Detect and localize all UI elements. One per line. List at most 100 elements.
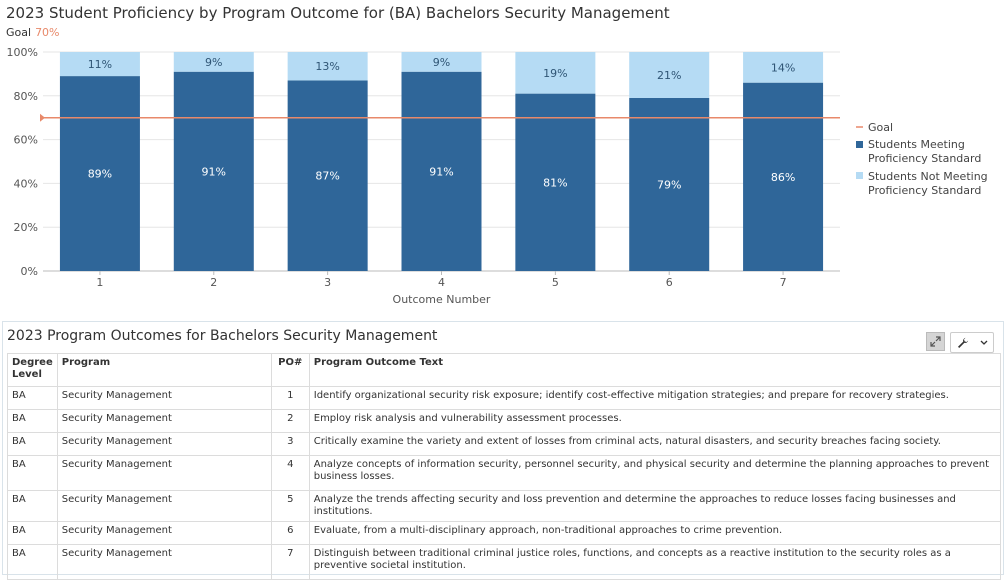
data-label-meeting: 81%: [543, 176, 567, 189]
x-tick-label: 1: [96, 276, 103, 289]
x-tick-label: 6: [666, 276, 673, 289]
table-row: BA Security Management 6 Evaluate, from …: [7, 521, 1002, 545]
bar-meeting: [287, 80, 368, 271]
cell-outcome-text: Evaluate, from a multi-disciplinary appr…: [308, 521, 1002, 545]
bar-meeting: [515, 93, 596, 271]
data-label-not-meeting: 9%: [205, 56, 222, 69]
x-axis-label: Outcome Number: [393, 293, 491, 306]
cell-degree: BA: [7, 432, 58, 456]
cell-outcome-text: Employ risk analysis and vulnerability a…: [308, 409, 1002, 433]
bar-meeting: [743, 82, 824, 271]
cell-program: Security Management: [56, 432, 272, 456]
x-tick-label: 4: [438, 276, 445, 289]
outcomes-table: Degree Level Program PO# Program Outcome …: [7, 353, 1002, 580]
header-degree-level[interactable]: Degree Level: [7, 353, 58, 387]
cell-program: Security Management: [56, 409, 272, 433]
x-tick-label: 7: [780, 276, 787, 289]
bar-not-meeting: [59, 52, 140, 77]
table-row: BA Security Management 3 Critically exam…: [7, 432, 1002, 456]
chart-title: 2023 Student Proficiency by Program Outc…: [6, 4, 670, 22]
data-label-not-meeting: 14%: [771, 61, 795, 74]
y-tick-label: 0%: [21, 265, 38, 278]
table-row: BA Security Management 7 Distinguish bet…: [7, 544, 1002, 580]
legend-not-meeting-label: Students Not Meeting: [868, 170, 988, 183]
y-tick-label: 40%: [14, 177, 38, 190]
goal-label-text: Goal: [6, 26, 32, 39]
y-tick-label: 100%: [7, 46, 38, 59]
data-label-meeting: 91%: [202, 165, 226, 178]
cell-outcome-text: Identify organizational security risk ex…: [308, 386, 1002, 410]
proficiency-chart: 0% 20% 40% 60% 80% 100% 89% 11% 1 91% 9% 2 87% 13% 3 91…: [7, 46, 988, 306]
cell-program: Security Management: [56, 490, 272, 522]
goal-marker: [40, 113, 45, 122]
table-title: 2023 Program Outcomes for Bachelors Secu…: [7, 328, 438, 344]
bar-not-meeting: [743, 52, 824, 83]
bar-not-meeting: [515, 52, 596, 94]
y-tick-label: 60%: [14, 134, 38, 147]
cell-po: 2: [270, 409, 310, 433]
legend-not-meeting-label-line2: Proficiency Standard: [868, 184, 981, 197]
data-label-meeting: 89%: [88, 168, 112, 181]
x-tick-label: 5: [552, 276, 559, 289]
bar-not-meeting: [401, 52, 482, 72]
x-tick-label: 2: [210, 276, 217, 289]
bar-meeting: [173, 71, 254, 272]
table-row: BA Security Management 1 Identify organi…: [7, 386, 1002, 410]
cell-po: 3: [270, 432, 310, 456]
cell-outcome-text: Analyze the trends affecting security an…: [308, 490, 1002, 522]
bar-not-meeting: [173, 52, 254, 72]
table-row: BA Security Management 5 Analyze the tre…: [7, 490, 1002, 522]
y-tick-label: 20%: [14, 221, 38, 234]
cell-outcome-text: Critically examine the variety and exten…: [308, 432, 1002, 456]
data-label-not-meeting: 21%: [657, 69, 681, 82]
goal-label: Goal 70%: [6, 26, 60, 39]
cell-degree: BA: [7, 544, 58, 580]
header-degree-line2: Level: [12, 369, 42, 380]
bar-meeting: [401, 71, 482, 272]
cell-po: 1: [270, 386, 310, 410]
data-label-not-meeting: 13%: [315, 60, 339, 73]
cell-degree: BA: [7, 521, 58, 545]
cell-degree: BA: [7, 490, 58, 522]
expand-icon: [930, 336, 941, 347]
legend-meeting-swatch: [856, 141, 863, 148]
cell-program: Security Management: [56, 386, 272, 410]
x-tick-label: 3: [324, 276, 331, 289]
bar-meeting: [629, 97, 710, 271]
data-label-meeting: 79%: [657, 178, 681, 191]
data-label-not-meeting: 19%: [543, 67, 567, 80]
cell-po: 5: [270, 490, 310, 522]
bar-meeting: [59, 76, 140, 271]
header-degree-line1: Degree: [12, 357, 53, 368]
header-po-number[interactable]: PO#: [270, 353, 310, 387]
goal-label-value: 70%: [35, 26, 60, 39]
cell-program: Security Management: [56, 521, 272, 545]
cell-po: 4: [270, 455, 310, 491]
cell-degree: BA: [7, 409, 58, 433]
table-row: BA Security Management 4 Analyze concept…: [7, 455, 1002, 491]
outcomes-panel: 2023 Program Outcomes for Bachelors Secu…: [2, 321, 1004, 580]
bar-not-meeting: [287, 52, 368, 81]
legend-not-meeting-swatch: [856, 172, 863, 179]
expand-button[interactable]: [926, 332, 945, 351]
cell-po: 6: [270, 521, 310, 545]
legend-meeting-label-line2: Proficiency Standard: [868, 152, 981, 165]
tools-dropdown-button[interactable]: [950, 332, 994, 353]
cell-program: Security Management: [56, 455, 272, 491]
y-tick-label: 80%: [14, 90, 38, 103]
wrench-icon: [957, 337, 968, 348]
chevron-down-icon: [980, 340, 987, 345]
cell-program: Security Management: [56, 544, 272, 580]
header-program[interactable]: Program: [56, 353, 272, 387]
data-label-meeting: 91%: [429, 165, 453, 178]
data-label-not-meeting: 11%: [88, 58, 112, 71]
header-outcome-text[interactable]: Program Outcome Text: [308, 353, 1002, 387]
cell-degree: BA: [7, 386, 58, 410]
bar-not-meeting: [629, 52, 710, 98]
data-label-not-meeting: 9%: [433, 56, 450, 69]
legend-meeting-label: Students Meeting: [868, 138, 965, 151]
data-label-meeting: 87%: [315, 170, 339, 183]
legend-goal-label: Goal: [868, 121, 893, 134]
table-header-row: Degree Level Program PO# Program Outcome …: [7, 353, 1002, 387]
cell-degree: BA: [7, 455, 58, 491]
